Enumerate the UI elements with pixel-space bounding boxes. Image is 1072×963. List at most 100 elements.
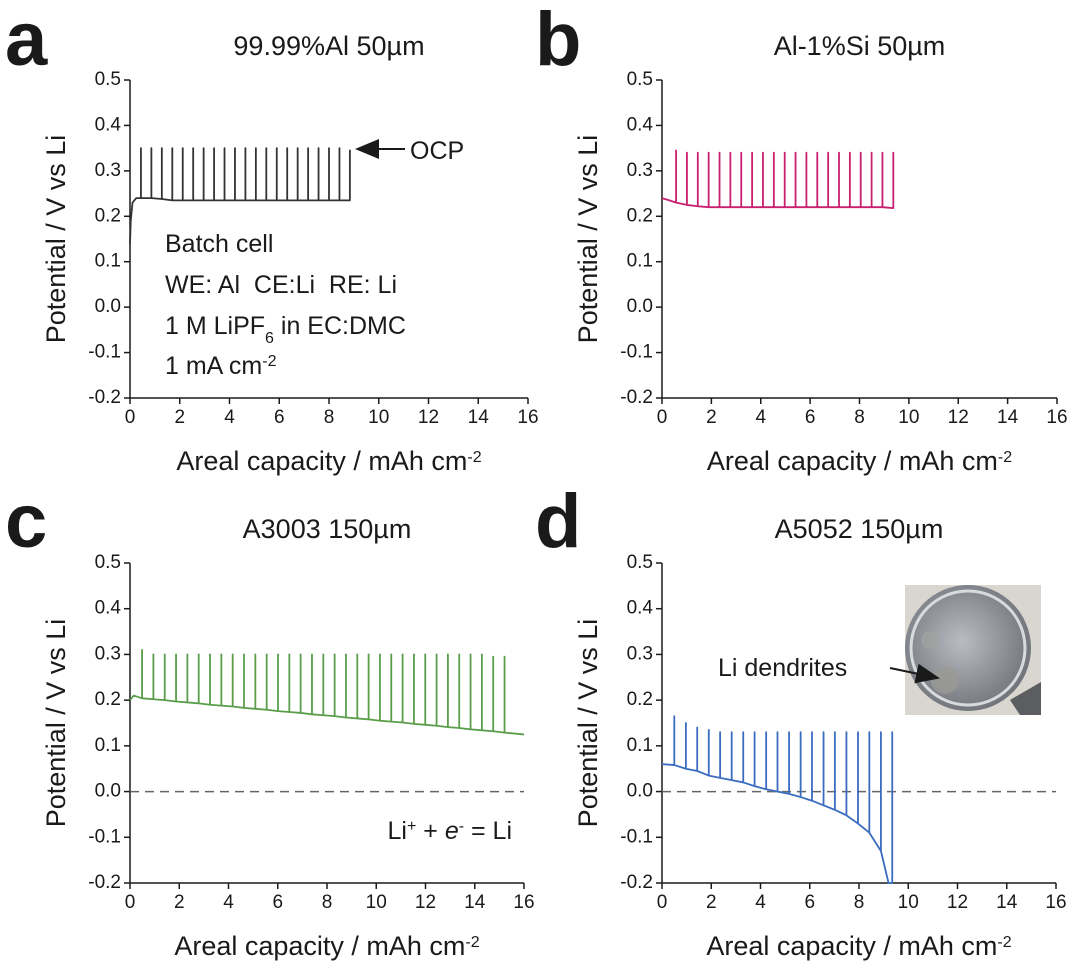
x-tick-label: 12 [947, 892, 968, 913]
data-line [129, 147, 351, 244]
x-tick-label: 6 [804, 892, 815, 913]
chart-title: A5052 150µm [775, 514, 944, 544]
x-tick-label: 4 [224, 407, 235, 428]
y-tick-label: 0.0 [627, 781, 653, 802]
x-tick-label: 2 [174, 892, 185, 913]
y-tick-label: 0.1 [95, 735, 121, 756]
y-tick-label: 0.3 [627, 160, 653, 181]
dendrite-arrow [889, 663, 940, 684]
x-tick-label: 14 [996, 892, 1018, 913]
x-tick-label: 14 [468, 407, 490, 428]
x-axis-label-part: Areal capacity / mAh cm [176, 446, 467, 476]
y-tick-label: -0.2 [88, 387, 121, 408]
panel: c A3003 150µm -0.2 -0.1 0.0 0.1 0.2 0.3 0.4 0.5 0 2… [5, 479, 535, 961]
data-line [129, 648, 525, 736]
annotation: 1 mA cm-2 [165, 352, 277, 380]
x-tick-label: 2 [174, 407, 185, 428]
x-tick-label: 16 [1046, 407, 1067, 428]
annotation-sup: - [459, 818, 464, 835]
x-tick-label: 6 [805, 407, 816, 428]
y-tick-label: 0.5 [95, 552, 121, 573]
annotation: Li dendrites [718, 654, 847, 682]
x-tick-label: 16 [1045, 892, 1066, 913]
y-tick-label: -0.2 [88, 872, 121, 893]
x-tick-label: 2 [706, 892, 717, 913]
y-tick-label: -0.1 [620, 342, 653, 363]
y-axis-label: Potential / V vs Li [41, 135, 71, 344]
y-tick-label: 0.0 [95, 296, 121, 317]
y-axis-label: Potential / V vs Li [573, 135, 603, 344]
x-tick-label: 10 [898, 407, 919, 428]
y-tick-label: 0.1 [627, 251, 653, 272]
x-axis-label: Areal capacity / mAh cm-2 [174, 931, 479, 961]
x-tick-label: 16 [513, 892, 534, 913]
annotation-sup: + [407, 818, 416, 835]
x-axis-label: Areal capacity / mAh cm-2 [176, 446, 481, 476]
x-tick-label: 0 [125, 407, 136, 428]
annotation: 1 M LiPF6 in EC:DMC [165, 312, 406, 347]
y-tick-label: 0.0 [627, 296, 653, 317]
y-tick-label: -0.1 [88, 826, 121, 847]
chart-title: Al-1%Si 50µm [774, 31, 946, 61]
panel-label: b [535, 0, 581, 82]
y-tick-label: 0.4 [95, 114, 122, 135]
annotation-part: 1 mA cm [165, 352, 262, 380]
annotation-part: Li [388, 817, 407, 845]
x-axis-label-part: Areal capacity / mAh cm [706, 931, 997, 961]
annotation-part: e [445, 817, 459, 845]
x-tick-label: 8 [854, 892, 865, 913]
panel: a 99.99%Al 50µm -0.2 -0.1 0.0 0.1 0.2 0.3 0.4 0.5… [5, 0, 539, 476]
y-tick-label: 0.3 [95, 160, 121, 181]
y-tick-label: 0.1 [627, 735, 653, 756]
panel-label: c [5, 479, 47, 564]
x-tick-label: 10 [366, 892, 387, 913]
panel: d A5052 150µm -0.2 -0.1 0.0 0.1 0.2 0.3 0.4 0.5 0 2… [535, 479, 1067, 961]
y-tick-label: 0.4 [95, 598, 122, 619]
data-line [661, 149, 895, 210]
y-axis-label: Potential / V vs Li [41, 619, 71, 828]
panel: b Al-1%Si 50µm -0.2 -0.1 0.0 0.1 0.2 0.3 0.4 0.5 0… [535, 0, 1068, 476]
y-tick-label: -0.1 [620, 826, 653, 847]
annotation-part: in EC:DMC [274, 312, 406, 340]
y-tick-label: 0.0 [95, 781, 121, 802]
x-axis-label-part: Areal capacity / mAh cm [707, 446, 998, 476]
x-tick-label: 0 [657, 407, 668, 428]
x-axis-label-sup: -2 [997, 934, 1011, 951]
y-tick-label: 0.4 [627, 598, 654, 619]
x-axis-label: Areal capacity / mAh cm-2 [706, 931, 1011, 961]
panel-label: d [535, 479, 581, 564]
annotation-part: 1 M LiPF [165, 312, 265, 340]
x-tick-label: 8 [324, 407, 335, 428]
x-axis-label-part: Areal capacity / mAh cm [174, 931, 465, 961]
x-tick-label: 2 [706, 407, 717, 428]
x-tick-label: 16 [517, 407, 538, 428]
annotation: Li+ + e- = Li [388, 817, 513, 845]
x-tick-label: 12 [418, 407, 439, 428]
y-tick-label: 0.5 [627, 69, 653, 90]
chart-title: A3003 150µm [243, 514, 412, 544]
y-axis-label: Potential / V vs Li [573, 619, 603, 828]
x-axis-label: Areal capacity / mAh cm-2 [707, 446, 1012, 476]
y-tick-label: 0.5 [95, 69, 121, 90]
y-tick-label: 0.1 [95, 251, 121, 272]
x-tick-label: 4 [223, 892, 234, 913]
x-tick-label: 10 [898, 892, 919, 913]
panel-label: a [5, 0, 48, 82]
x-axis-label-sup: -2 [998, 449, 1012, 466]
data-line [661, 715, 894, 884]
x-tick-label: 12 [415, 892, 436, 913]
y-tick-label: 0.4 [627, 114, 654, 135]
x-tick-label: 10 [368, 407, 389, 428]
x-tick-label: 8 [322, 892, 333, 913]
y-tick-label: 0.2 [95, 689, 121, 710]
annotation-sup: -2 [262, 353, 276, 370]
annotation: Batch cell [165, 230, 273, 258]
annotation: OCP [410, 137, 464, 165]
y-tick-label: 0.2 [627, 689, 653, 710]
x-tick-label: 6 [274, 407, 285, 428]
x-tick-label: 8 [854, 407, 865, 428]
y-tick-label: 0.3 [627, 643, 653, 664]
annotation: WE: Al CE:Li RE: Li [165, 271, 397, 299]
plots: a 99.99%Al 50µm-0.2-0.10.00.10.20.30.40.5… [5, 0, 1068, 961]
